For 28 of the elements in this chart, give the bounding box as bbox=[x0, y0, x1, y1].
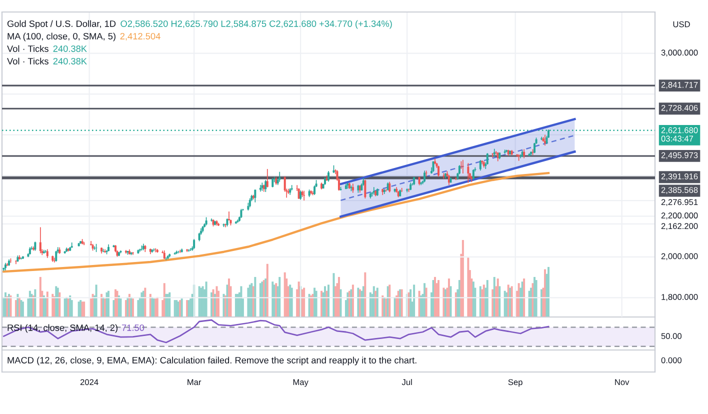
x-tick-label: Jul bbox=[402, 379, 412, 386]
y-axis-title: USD bbox=[673, 21, 690, 28]
x-tick-label: Mar bbox=[188, 379, 202, 386]
y-tick-label: 2,162.200 bbox=[661, 223, 698, 230]
ref-line-label: 2,391.916 bbox=[661, 173, 698, 180]
annotation: MA (100, close, 0, SMA, 5) 2,412.504 bbox=[8, 32, 160, 42]
y-tick-label: 2,000.000 bbox=[661, 253, 698, 260]
y-tick-label: 2,276.951 bbox=[661, 199, 698, 206]
ref-line-label: 2,495.973 bbox=[661, 152, 698, 160]
x-tick-label: Nov bbox=[615, 379, 630, 386]
x-tick-label: 2024 bbox=[80, 379, 98, 386]
text: Gold Spot / U.S. Dollar, 1D bbox=[7, 20, 116, 29]
x-tick-label: Sep bbox=[508, 379, 522, 387]
ref-line-label: 2,841.717 bbox=[661, 82, 698, 89]
ref-line-label: 2,621.680 03:43:47 bbox=[661, 127, 698, 142]
y-tick-label: 1,800.000 bbox=[662, 294, 698, 301]
y-tick-label: 2,200.000 bbox=[661, 212, 698, 220]
annotation: Vol · Ticks 240.38K bbox=[7, 45, 87, 52]
legend-label: 2,385.568 bbox=[661, 187, 698, 194]
annotation: Vol · Ticks 240.38K bbox=[7, 58, 87, 64]
y-tick-label: 3,000.000 bbox=[661, 50, 698, 57]
annotation: O2,586.520 H2,625.790 L2,584.875 C2,621.680 +34.770 (+1.34%) bbox=[120, 20, 392, 29]
ref-line-label: 2,728.406 bbox=[661, 104, 698, 112]
text: MACD (12, 26, close, 9, EMA, EMA): Calculation failed. Remove the script and reapply it to the chart. bbox=[8, 356, 416, 366]
annotation: 71.50 bbox=[122, 324, 144, 331]
text: 0.000 bbox=[661, 357, 682, 364]
x-tick-label: May bbox=[293, 379, 308, 387]
text: 50.00 bbox=[661, 333, 682, 340]
